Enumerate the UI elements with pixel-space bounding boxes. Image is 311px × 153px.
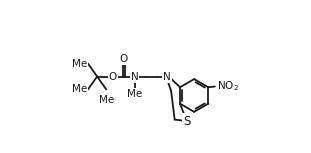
Text: N: N <box>163 71 171 82</box>
Text: Me: Me <box>72 59 87 69</box>
Text: S: S <box>183 115 191 128</box>
Text: Me: Me <box>72 84 87 94</box>
Text: Me: Me <box>99 95 114 105</box>
Text: NO$_2$: NO$_2$ <box>217 80 239 93</box>
Text: Me: Me <box>127 89 142 99</box>
Text: O: O <box>119 54 128 64</box>
Text: N: N <box>131 71 138 82</box>
Text: O: O <box>109 71 117 82</box>
